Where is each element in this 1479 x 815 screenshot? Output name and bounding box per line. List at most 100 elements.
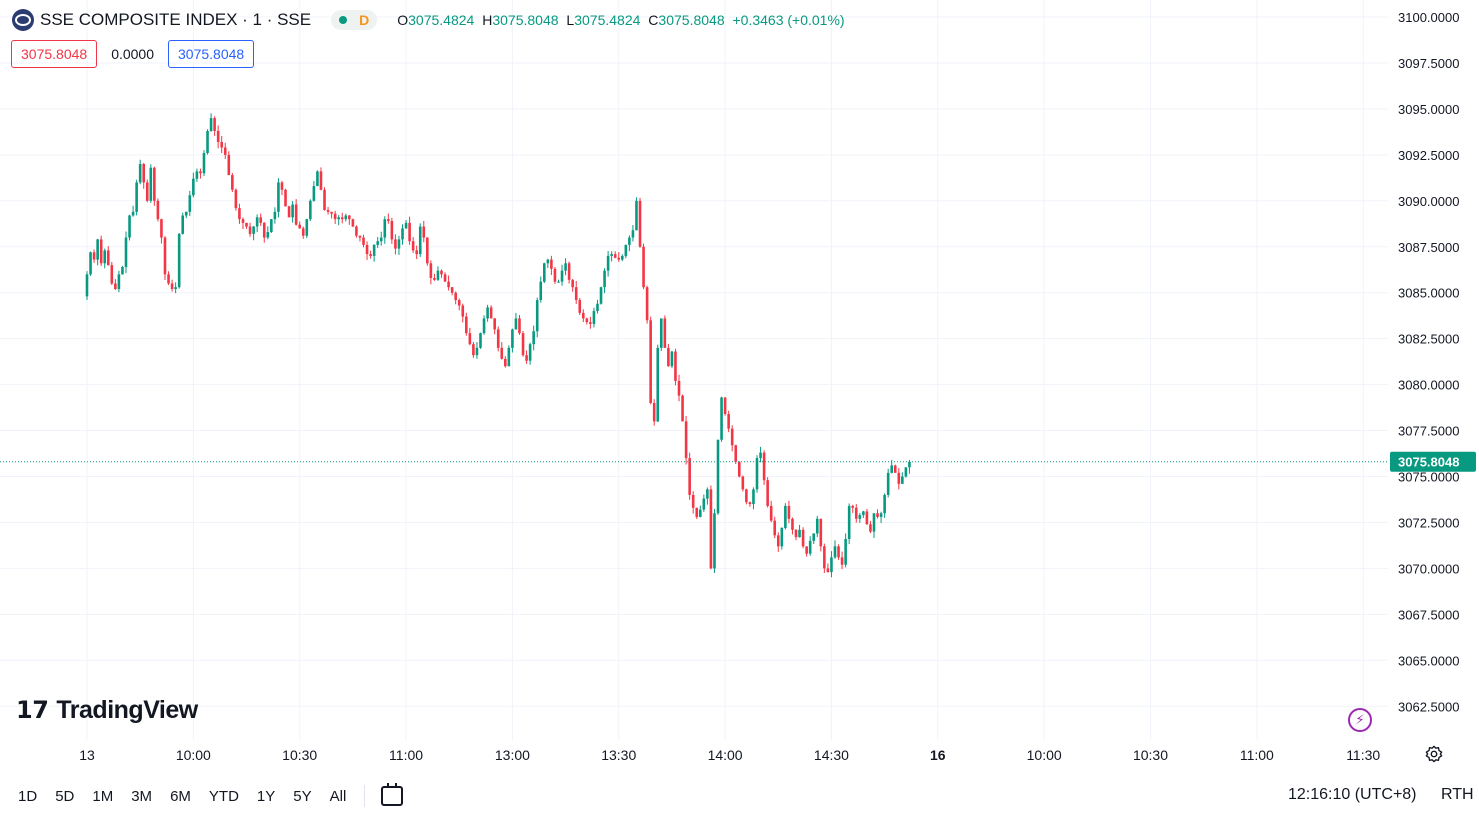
- candle-body: [514, 318, 518, 330]
- candle-body: [557, 281, 560, 283]
- y-tick-label: 3072.5000: [1398, 515, 1459, 530]
- candle-body: [684, 421, 688, 459]
- y-tick-label: 3095.0000: [1398, 102, 1459, 117]
- candle-body: [323, 189, 326, 210]
- candle-body: [851, 505, 855, 508]
- tradingview-logo[interactable]: 𝟭𝟳 TradingView: [16, 696, 198, 725]
- candle-body: [408, 222, 411, 242]
- candle-body: [355, 226, 358, 236]
- candle-body: [443, 274, 447, 282]
- candle-body: [631, 230, 635, 238]
- candle-body: [316, 171, 319, 187]
- range-5y-button[interactable]: 5Y: [293, 787, 312, 805]
- candle-body: [858, 515, 862, 519]
- range-3m-button[interactable]: 3M: [131, 787, 153, 805]
- candle-body: [333, 213, 337, 220]
- candle-body: [170, 283, 174, 290]
- range-ytd-button[interactable]: YTD: [208, 787, 239, 805]
- lightning-icon[interactable]: ⚡: [1348, 708, 1372, 732]
- candle-body: [85, 274, 89, 297]
- y-tick-label: 3067.5000: [1398, 607, 1459, 622]
- candle-body: [390, 221, 394, 240]
- close-value: 3075.8048: [658, 12, 725, 28]
- candle-body: [755, 458, 759, 490]
- symbol-title[interactable]: SSE COMPOSITE INDEX · 1 · SSE: [40, 10, 312, 29]
- market-status-pill[interactable]: D: [331, 10, 378, 30]
- candle-body: [202, 153, 206, 174]
- candle-body: [145, 182, 149, 201]
- high-label: H: [482, 12, 493, 28]
- candle-body: [496, 329, 500, 348]
- candle-body: [500, 347, 504, 359]
- candle-body: [96, 239, 99, 260]
- candle-body: [904, 467, 908, 477]
- candle-body: [177, 233, 181, 288]
- buy-price-button[interactable]: 3075.8048: [168, 40, 255, 68]
- candle-body: [259, 217, 263, 223]
- range-5d-button[interactable]: 5D: [55, 787, 75, 805]
- candle-body: [812, 533, 816, 541]
- candle-body: [489, 307, 493, 319]
- change-value: +0.3463 (+0.01%): [732, 12, 845, 28]
- candle-body: [543, 263, 546, 282]
- candle-body: [433, 277, 436, 280]
- candle-body: [163, 237, 167, 275]
- candle-body: [312, 186, 316, 201]
- candle-body: [628, 237, 631, 245]
- open-label: O: [397, 12, 409, 28]
- y-tick-label: 3080.0000: [1398, 378, 1459, 393]
- candle-body: [160, 219, 163, 238]
- candle-body: [216, 130, 220, 142]
- candle-body: [319, 171, 323, 190]
- candle-body: [869, 524, 872, 532]
- candle-body: [426, 237, 429, 264]
- candle-body: [440, 270, 443, 275]
- last-price-tag: [1390, 451, 1476, 472]
- candle-body: [401, 228, 404, 240]
- candle-body: [713, 513, 716, 569]
- session-type-button[interactable]: RTH: [1441, 786, 1474, 803]
- range-1y-button[interactable]: 1Y: [256, 787, 276, 805]
- candle-body: [479, 333, 482, 348]
- candle-body: [574, 287, 578, 301]
- range-toolbar: 1D 5D 1M 3M 6M YTD 1Y 5Y All: [0, 782, 404, 810]
- candle-body: [131, 211, 135, 216]
- candle-body: [472, 344, 475, 356]
- session-clock[interactable]: 12:16:10 (UTC+8): [1288, 786, 1417, 803]
- y-tick-label: 3082.5000: [1398, 332, 1459, 347]
- candle-body: [245, 222, 248, 227]
- candle-body: [255, 217, 259, 227]
- high-value: 3075.8048: [492, 12, 559, 28]
- y-tick-label: 3065.0000: [1398, 653, 1459, 668]
- sell-price-button[interactable]: 3075.8048: [11, 40, 98, 68]
- candle-body: [387, 219, 390, 222]
- candle-body: [262, 222, 266, 238]
- brand-name: TradingView: [56, 696, 198, 724]
- last-price-label: 3075.8048: [1398, 455, 1459, 470]
- range-all-button[interactable]: All: [329, 787, 347, 805]
- candle-body: [784, 505, 787, 528]
- range-1d-button[interactable]: 1D: [18, 787, 38, 805]
- range-1m-button[interactable]: 1M: [92, 787, 114, 805]
- calendar-icon[interactable]: [381, 783, 404, 806]
- gear-icon[interactable]: [1425, 745, 1443, 763]
- candle-body: [181, 215, 185, 234]
- range-6m-button[interactable]: 6M: [170, 787, 191, 805]
- candle-body: [571, 279, 574, 288]
- y-tick-label: 3070.0000: [1398, 561, 1459, 576]
- candle-body: [716, 439, 720, 514]
- candle-body: [248, 226, 252, 234]
- y-tick-label: 3097.5000: [1398, 56, 1459, 71]
- candle-body: [635, 200, 638, 231]
- trade-values-row: 3075.8048 0.0000 3075.8048: [11, 40, 255, 68]
- candle-body: [539, 281, 543, 301]
- x-tick-label: 13: [79, 747, 95, 763]
- candle-body: [546, 259, 550, 264]
- candle-body: [564, 263, 567, 271]
- candle-body: [752, 489, 755, 505]
- y-tick-label: 3090.0000: [1398, 194, 1459, 209]
- candle-body: [418, 226, 422, 255]
- candle-body: [791, 518, 794, 530]
- candle-body: [585, 318, 589, 323]
